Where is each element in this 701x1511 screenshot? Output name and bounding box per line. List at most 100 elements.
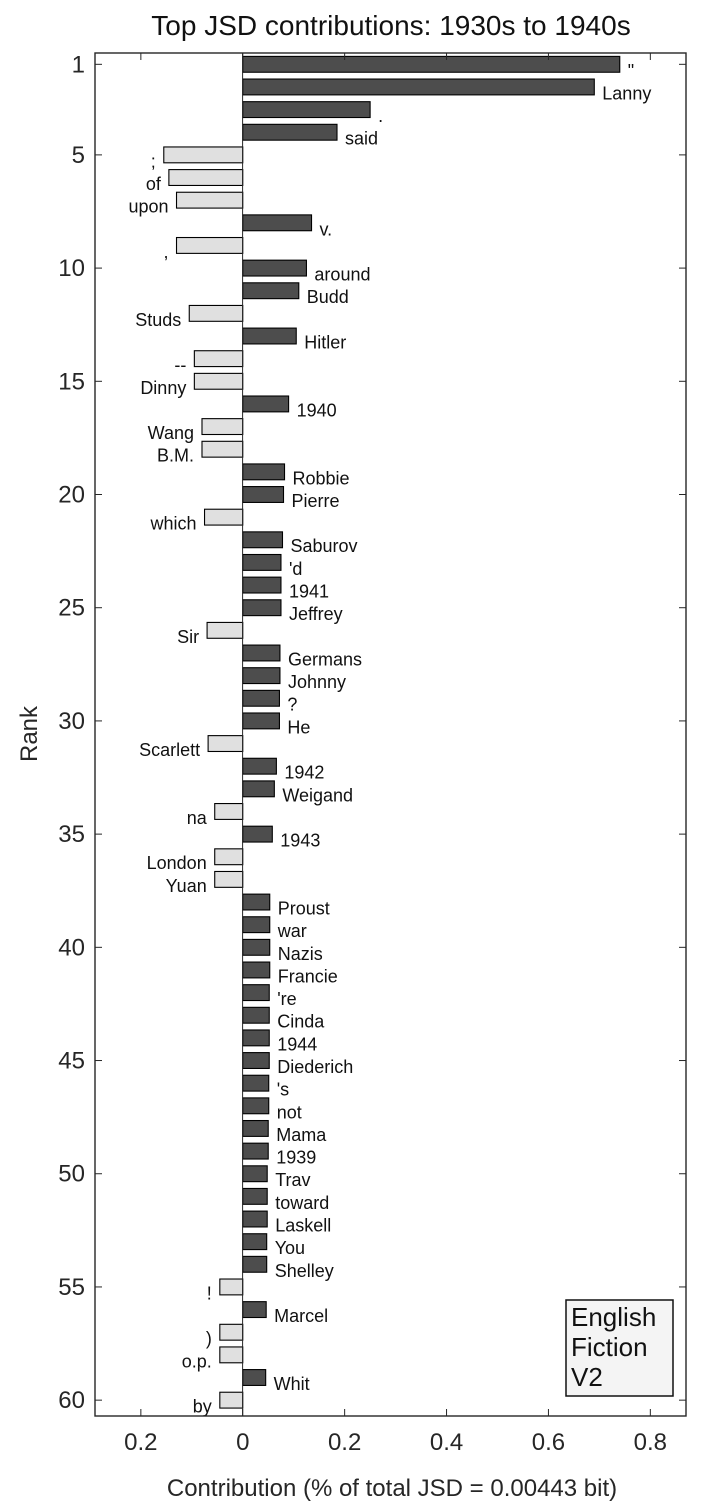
word-label-rank-58: o.p. — [182, 1351, 212, 1371]
bar-rank-28 — [242, 667, 281, 685]
word-label-rank-24: 1941 — [289, 582, 329, 602]
word-label-rank-43: Cinda — [277, 1012, 325, 1032]
bar-rank-13 — [242, 327, 297, 345]
word-label-rank-13: Hitler — [304, 332, 346, 352]
bar-rank-15 — [193, 372, 244, 390]
y-tick-label: 25 — [58, 595, 85, 622]
bar-rank-58 — [219, 1346, 244, 1364]
bar-rank-3 — [242, 101, 371, 119]
word-label-rank-55: ! — [207, 1283, 212, 1303]
word-label-rank-15: Dinny — [140, 378, 186, 398]
word-label-rank-19: Robbie — [293, 468, 350, 488]
word-label-rank-21: which — [150, 514, 197, 534]
word-label-rank-60: by — [193, 1397, 212, 1417]
word-label-rank-2: Lanny — [602, 83, 651, 103]
y-axis-label: Rank — [16, 705, 43, 762]
bars-layer — [163, 55, 621, 1409]
bar-rank-60 — [219, 1391, 244, 1409]
bar-rank-35 — [242, 825, 273, 843]
bar-rank-27 — [242, 644, 281, 662]
word-label-rank-1: " — [628, 61, 634, 81]
bar-rank-54 — [242, 1255, 268, 1273]
word-label-rank-36: London — [147, 853, 207, 873]
word-label-rank-3: . — [378, 106, 383, 126]
word-label-rank-37: Yuan — [166, 876, 207, 896]
word-label-rank-47: not — [277, 1102, 302, 1122]
bar-rank-14 — [193, 350, 244, 368]
word-label-rank-57: ) — [206, 1329, 212, 1349]
bar-rank-11 — [242, 282, 300, 300]
x-ticks-layer: 0.2 0 0.2 0.4 0.6 0.8 — [124, 53, 667, 1456]
bar-rank-22 — [242, 531, 284, 549]
word-label-rank-39: war — [277, 921, 307, 941]
word-label-rank-52: Laskell — [275, 1215, 331, 1235]
word-label-rank-10: around — [314, 265, 370, 285]
word-label-rank-20: Pierre — [292, 491, 340, 511]
bar-rank-42 — [242, 984, 270, 1002]
y-tick-label: 5 — [72, 142, 85, 169]
word-label-rank-22: Saburov — [290, 536, 357, 556]
word-label-rank-9: , — [164, 242, 169, 262]
bar-rank-53 — [242, 1233, 268, 1251]
word-label-rank-8: v. — [320, 219, 333, 239]
bar-rank-50 — [242, 1165, 268, 1183]
word-label-rank-31: Scarlett — [139, 740, 200, 760]
bar-rank-37 — [214, 870, 244, 888]
word-label-rank-5: ; — [151, 151, 156, 171]
x-axis-label: Contribution (% of total JSD = 0.00443 b… — [167, 1475, 617, 1502]
word-label-rank-14: -- — [174, 355, 186, 375]
word-label-rank-25: Jeffrey — [289, 604, 343, 624]
y-tick-label: 40 — [58, 934, 85, 961]
word-label-rank-51: toward — [275, 1193, 329, 1213]
bar-rank-52 — [242, 1210, 268, 1228]
bar-rank-5 — [163, 146, 244, 164]
bar-rank-30 — [242, 712, 280, 730]
bar-rank-43 — [242, 1006, 270, 1024]
y-tick-label: 1 — [72, 51, 85, 78]
word-label-rank-48: Mama — [276, 1125, 327, 1145]
word-label-rank-26: Sir — [177, 627, 199, 647]
word-label-rank-45: Diederich — [277, 1057, 353, 1077]
y-tick-label: 15 — [58, 368, 85, 395]
word-label-rank-29: ? — [287, 695, 297, 715]
word-label-rank-46: 's — [277, 1080, 289, 1100]
word-label-rank-50: Trav — [275, 1170, 310, 1190]
word-label-rank-18: B.M. — [157, 446, 194, 466]
legend-text: English Fiction V2 — [571, 1302, 656, 1392]
bar-rank-8 — [242, 214, 313, 232]
word-label-rank-11: Budd — [307, 287, 349, 307]
x-tick-label: 0.8 — [634, 1429, 667, 1456]
word-label-rank-16: 1940 — [297, 400, 337, 420]
bar-rank-36 — [214, 848, 244, 866]
bar-rank-56 — [242, 1301, 267, 1319]
bar-rank-9 — [175, 236, 244, 254]
word-label-rank-59: Whit — [274, 1374, 310, 1394]
y-tick-label: 45 — [58, 1048, 85, 1075]
plot-frame — [94, 52, 687, 1417]
bar-rank-47 — [242, 1097, 270, 1115]
legend-box: English Fiction V2 — [565, 1299, 674, 1397]
bar-rank-57 — [219, 1323, 244, 1341]
bar-rank-23 — [242, 553, 282, 571]
word-label-rank-56: Marcel — [274, 1306, 328, 1326]
word-label-rank-23: 'd — [289, 559, 302, 579]
word-label-rank-4: said — [345, 129, 378, 149]
bar-rank-10 — [242, 259, 307, 277]
bar-rank-45 — [242, 1052, 270, 1070]
bar-rank-16 — [242, 395, 290, 413]
bar-rank-33 — [242, 780, 275, 798]
bar-rank-49 — [242, 1142, 269, 1160]
x-tick-label: 0.6 — [532, 1429, 565, 1456]
bar-rank-20 — [242, 486, 285, 503]
word-label-rank-12: Studs — [135, 310, 181, 330]
bar-rank-32 — [242, 757, 277, 775]
word-label-rank-32: 1942 — [284, 763, 324, 783]
word-label-rank-34: na — [187, 808, 208, 828]
bar-rank-40 — [242, 938, 271, 956]
word-label-rank-38: Proust — [278, 898, 330, 918]
bar-rank-25 — [242, 599, 282, 617]
y-tick-label: 50 — [58, 1161, 85, 1188]
